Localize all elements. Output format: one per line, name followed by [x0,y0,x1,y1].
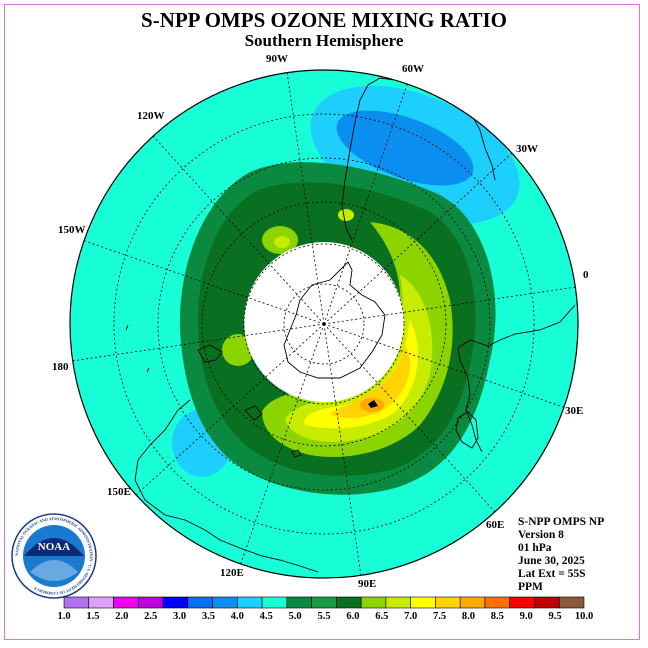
colorbar-swatch [212,596,238,609]
colorbar-swatch [385,596,411,609]
lon-label-150w: 150W [58,224,86,236]
madagascar-coast [455,411,479,449]
patch-peninsula [338,209,354,221]
info-lat-ext: Lat Ext = 55S [518,568,586,580]
tasmania-coast [244,405,263,421]
lon-label-180: 180 [52,361,69,373]
colorbar-tick-label: 9.0 [520,611,533,622]
colorbar-swatch [558,596,585,609]
antarctica-coast [283,261,386,379]
lon-label-30w: 30W [516,143,538,155]
colorbar-tick-label: 1.5 [86,611,99,622]
colorbar-tick-label: 5.0 [289,611,302,622]
colorbar-swatch [88,596,114,609]
lon-label-0: 0 [583,269,589,281]
colorbar-swatch [509,596,535,609]
colorbar-swatch [261,596,288,609]
lon-label-90w: 90W [266,53,288,65]
colorbar-swatch [534,596,560,609]
colorbar-swatch [435,596,461,609]
map-subtitle: Southern Hemisphere [244,31,404,50]
info-units: PPM [518,581,543,593]
colorbar-swatch [336,596,362,609]
colorbar-tick-label: 4.0 [231,611,244,622]
info-version: Version 8 [518,529,564,541]
longitude-labels: 90W 60W 30W 0 30E 60E 90E 120E 150E 180 … [52,53,589,590]
colorbar-swatch [311,596,337,609]
africa-coast [457,304,576,453]
colorbar-tick-label: 9.5 [549,611,562,622]
patch-180-green [222,334,254,366]
colorbar-tick-label: 6.0 [346,611,359,622]
colorbar-tick-label: 2.0 [115,611,128,622]
colorbar-swatch [187,596,213,609]
colorbar-tick-label: 7.0 [404,611,417,622]
noaa-logo: NOAA NATIONAL OCEANIC AND ATMOSPHERIC AD… [11,513,97,599]
lon-label-120e: 120E [220,567,244,579]
australia-coast [134,399,319,573]
new-zealand-coast [197,344,223,363]
colorbar-swatch [113,596,139,609]
info-satellite: S-NPP OMPS NP [518,516,605,528]
colorbar-tick-label: 8.0 [462,611,475,622]
info-date: June 30, 2025 [518,555,585,567]
info-block: S-NPP OMPS NP Version 8 01 hPa June 30, … [518,516,604,594]
lon-label-120w: 120W [137,110,165,122]
colorbar-swatch [360,596,387,609]
ozone-field [70,70,578,578]
colorbar: 1.0 1.5 2.0 2.5 3.0 3.5 4.0 4.5 5.0 5.5 6.0 6.5 7.0 7… [57,596,593,622]
max-marker [368,400,378,408]
lon-label-60w: 60W [402,63,424,75]
colorbar-swatch [286,596,312,609]
colorbar-swatch [137,596,164,609]
colorbar-tick-label: 5.5 [317,611,330,622]
colorbar-swatch [63,596,90,609]
colorbar-tick-label: 6.5 [375,611,388,622]
colorbar-tick-label: 3.0 [173,611,186,622]
colorbar-swatch [459,596,486,609]
kerguelen-coast [291,449,302,458]
low-region-inner [336,110,474,186]
colorbar-swatch [162,596,189,609]
band-8-0 [330,345,411,419]
colorbar-tick-label: 2.5 [144,611,157,622]
colorbar-tick-label: 10.0 [575,611,593,622]
colorbar-tick-label: 8.5 [491,611,504,622]
lon-label-90e: 90E [358,578,376,590]
colorbar-swatch [237,596,263,609]
island-a [125,324,129,331]
lon-label-150e: 150E [107,486,131,498]
map-outline [69,69,579,579]
patch-west-yellow [274,236,290,248]
colorbar-tick-label: 4.5 [260,611,273,622]
lon-label-60e: 60E [486,519,504,531]
colorbar-swatch [410,596,436,609]
colorbar-tick-label: 3.5 [202,611,215,622]
lon-label-30e: 30E [565,405,583,417]
island-b [146,367,150,373]
map-title: S-NPP OMPS OZONE MIXING RATIO [141,8,507,32]
info-pressure: 01 hPa [518,542,552,554]
colorbar-tick-label: 1.0 [57,611,70,622]
colorbar-tick-label: 7.5 [433,611,446,622]
noaa-logo-text: NOAA [38,541,70,553]
graticule [71,71,577,577]
colorbar-swatch [484,596,511,609]
